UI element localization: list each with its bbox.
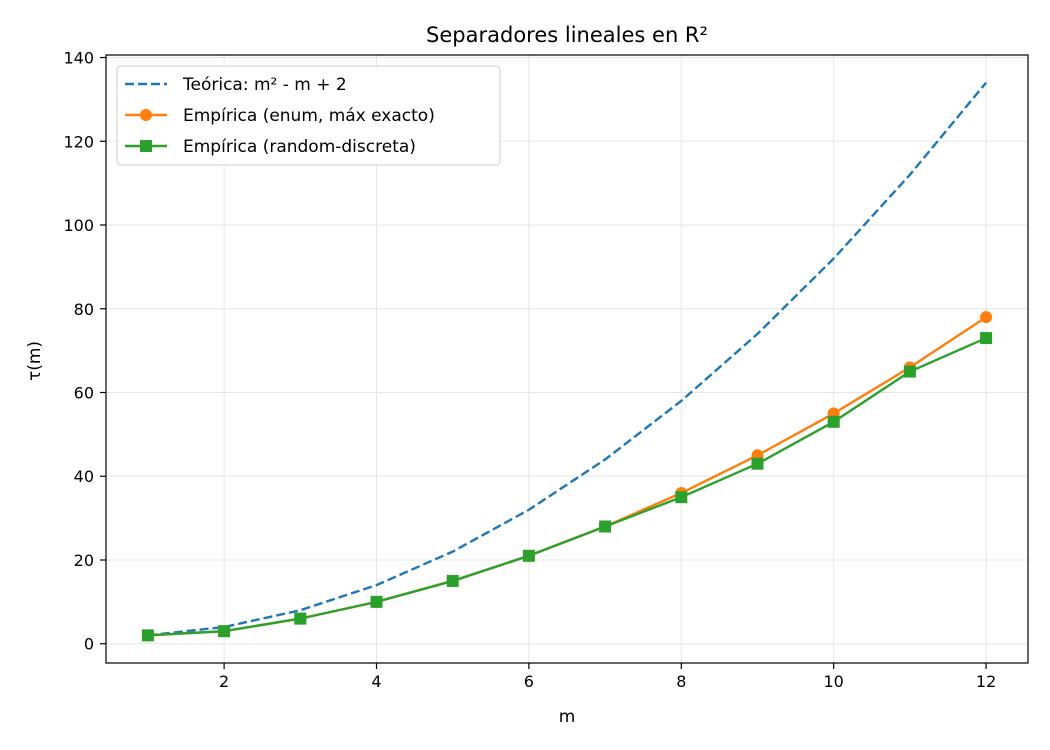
data-point bbox=[218, 625, 231, 638]
legend-box bbox=[116, 65, 501, 166]
data-point bbox=[599, 520, 612, 533]
data-point bbox=[294, 612, 307, 625]
plot-frame bbox=[105, 54, 1029, 664]
data-point bbox=[903, 365, 916, 378]
y-axis-label: τ(m) bbox=[25, 341, 45, 381]
data-point bbox=[827, 415, 840, 428]
grid bbox=[106, 55, 1028, 663]
legend: Teórica: m² - m + 2 Empírica (enum, máx e… bbox=[116, 65, 501, 166]
y-tick-label: 40 bbox=[74, 467, 94, 486]
series-2 bbox=[141, 332, 993, 642]
data-point bbox=[980, 332, 993, 345]
y-tick-label: 140 bbox=[63, 49, 94, 68]
x-tick-label: 12 bbox=[976, 672, 996, 691]
data-point bbox=[751, 457, 764, 470]
legend-label: Teórica: m² - m + 2 bbox=[182, 75, 347, 95]
legend-marker bbox=[140, 109, 152, 121]
x-tick-label: 10 bbox=[824, 672, 844, 691]
x-tick-label: 2 bbox=[219, 672, 229, 691]
y-tick-label: 100 bbox=[63, 216, 94, 235]
data-point bbox=[980, 311, 993, 324]
y-tick-label: 20 bbox=[74, 551, 94, 570]
y-tick-label: 80 bbox=[74, 300, 94, 319]
x-tick-label: 6 bbox=[524, 672, 534, 691]
series-layer bbox=[141, 81, 993, 642]
y-tick-label: 120 bbox=[63, 132, 94, 151]
series-line-2 bbox=[147, 336, 987, 637]
data-point bbox=[141, 629, 154, 642]
legend-label: Empírica (enum, máx exacto) bbox=[183, 106, 435, 126]
x-tick-label: 4 bbox=[371, 672, 381, 691]
y-tick-label: 0 bbox=[84, 635, 94, 654]
data-point bbox=[675, 491, 688, 504]
x-axis-label: m bbox=[559, 707, 576, 727]
x-tick-label: 8 bbox=[676, 672, 686, 691]
legend-label: Empírica (random-discreta) bbox=[183, 137, 416, 157]
series-0 bbox=[147, 81, 988, 637]
legend-marker bbox=[140, 140, 152, 152]
data-point bbox=[370, 595, 383, 608]
y-tick-label: 60 bbox=[74, 383, 94, 402]
series-line-0 bbox=[147, 81, 988, 637]
chart-title: Separadores lineales en R² bbox=[426, 23, 708, 47]
data-point bbox=[446, 574, 459, 587]
data-point bbox=[522, 549, 535, 562]
